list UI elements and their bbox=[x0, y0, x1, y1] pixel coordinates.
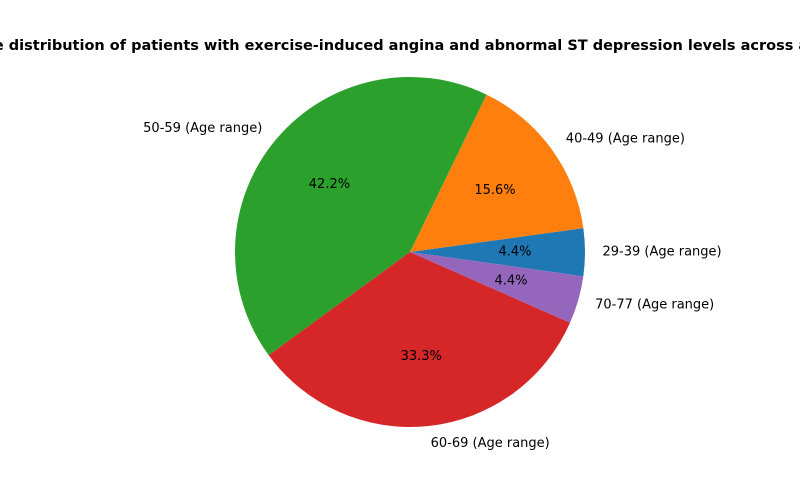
slice-category-label: 40-49 (Age range) bbox=[566, 131, 685, 146]
slice-category-label: 70-77 (Age range) bbox=[595, 297, 714, 312]
pie-slice bbox=[268, 252, 571, 427]
slice-percent-label: 4.4% bbox=[498, 245, 531, 260]
pie-slice bbox=[235, 77, 487, 356]
slice-category-label: 29-39 (Age range) bbox=[602, 245, 721, 260]
slice-percent-label: 4.4% bbox=[494, 273, 527, 288]
slice-percent-label: 42.2% bbox=[309, 177, 350, 192]
chart-title: Percentage distribution of patients with… bbox=[0, 38, 800, 54]
slice-category-label: 60-69 (Age range) bbox=[431, 436, 550, 451]
slice-category-label: 50-59 (Age range) bbox=[143, 121, 262, 136]
slice-percent-label: 15.6% bbox=[474, 183, 515, 198]
slice-percent-label: 33.3% bbox=[401, 349, 442, 364]
pie-slice bbox=[410, 94, 584, 252]
pie-slice bbox=[410, 252, 584, 323]
pie-slice bbox=[410, 228, 586, 277]
